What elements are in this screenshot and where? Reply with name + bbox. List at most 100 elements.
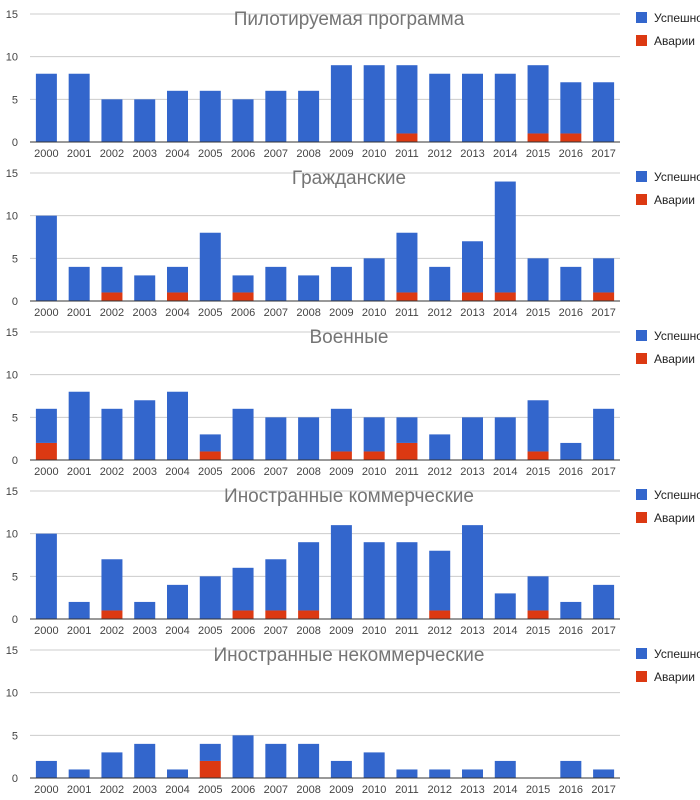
bar-failure [429,610,451,619]
bar-success [593,769,615,778]
x-tick-label: 2013 [460,307,484,318]
y-tick-label: 0 [12,773,18,785]
legend-label: Успешно [654,170,700,184]
y-tick-label: 15 [6,645,18,657]
bar-success [560,82,582,134]
x-tick-label: 2003 [132,466,156,477]
bar-success [101,266,123,293]
x-tick-label: 2010 [362,307,386,318]
bar-success [593,258,615,293]
x-tick-label: 2004 [165,307,189,318]
x-tick-label: 2016 [559,148,583,159]
bar-success [134,601,156,619]
x-tick-label: 2012 [427,466,451,477]
x-tick-label: 2011 [395,466,419,477]
chart-panel-foreign-commercial: 0 5 10 15 Иностранные коммерческие 2000 2001 20… [0,477,700,636]
y-tick-label: 0 [12,296,18,308]
x-tick-label: 2001 [67,148,91,159]
bar-failure [560,133,582,142]
bar-success [134,400,156,460]
x-tick-label: 2017 [591,784,615,796]
legend-swatch-failure [636,194,647,205]
x-tick-label: 2009 [329,466,353,477]
bar-success [232,735,254,778]
x-tick-label: 2001 [67,307,91,318]
y-tick-label: 10 [6,370,18,382]
bar-success [265,417,287,460]
chart-svg-manned: 0 5 10 15 Пилотируемая программа 2000 2001 2002… [6,9,700,159]
bar-success [494,181,516,293]
bar-success [593,408,615,460]
x-tick-label: 2017 [591,466,615,477]
bar-success [68,769,90,778]
x-tick-label: 2013 [460,148,484,159]
x-tick-label: 2005 [198,307,222,318]
bar-success [593,584,615,619]
legend-swatch-failure [636,35,647,46]
x-tick-label: 2013 [460,784,484,796]
x-tick-label: 2003 [132,148,156,159]
x-tick-label: 2010 [362,784,386,796]
x-tick-label: 2002 [100,625,124,636]
bar-success [527,576,549,611]
x-tick-label: 2008 [296,625,320,636]
bar-success [494,417,516,460]
bar-success [232,99,254,142]
bar-failure [101,292,123,301]
bar-failure [232,610,254,619]
x-tick-label: 2008 [296,307,320,318]
bar-success [560,442,582,460]
x-tick-label: 2000 [34,466,58,477]
legend-label: Аварии [654,34,695,48]
bar-success [134,99,156,142]
x-tick-label: 2000 [34,784,58,796]
x-tick-label: 2014 [493,784,517,796]
chart-title: Военные [309,327,388,348]
bar-failure [35,442,57,460]
x-tick-label: 2003 [132,625,156,636]
x-tick-label: 2014 [493,625,517,636]
bar-success [68,73,90,142]
bar-success [199,90,221,142]
x-tick-label: 2006 [231,466,255,477]
bar-success [462,73,483,142]
x-tick-label: 2013 [460,625,484,636]
bar-failure [199,451,221,460]
x-tick-label: 2000 [34,148,58,159]
bar-failure [298,610,320,619]
x-tick-label: 2012 [427,148,451,159]
bar-success [560,266,582,301]
chart-title: Иностранные некоммерческие [214,645,485,666]
bar-success [265,90,287,142]
bar-success [330,760,352,778]
bar-success [330,408,352,452]
bar-success [101,559,123,611]
x-tick-label: 2007 [264,466,288,477]
y-tick-label: 0 [12,455,18,467]
x-tick-label: 2006 [231,625,255,636]
x-tick-label: 2016 [559,466,583,477]
x-tick-label: 2003 [132,784,156,796]
x-tick-label: 2001 [67,784,91,796]
bar-success [35,533,57,619]
chart-panel-military: 0 5 10 15 Военные 2000 2001 2002 2003 2004 2005 200… [0,318,700,477]
x-tick-label: 2015 [526,625,550,636]
legend-label: Аварии [654,511,695,525]
bar-success [167,90,188,142]
legend-label: Аварии [654,193,695,207]
bar-success [462,241,483,293]
bar-success [68,266,90,301]
chart-title: Пилотируемая программа [234,9,465,30]
bar-success [396,65,418,134]
bar-success [527,258,549,301]
legend-swatch-success [636,330,647,341]
bar-success [462,769,483,778]
bar-success [298,90,320,142]
bar-success [265,559,287,611]
bar-failure [363,451,385,460]
y-tick-label: 5 [12,253,18,265]
bar-success [199,232,221,301]
x-tick-label: 2014 [493,466,517,477]
y-tick-label: 15 [6,9,18,21]
x-tick-label: 2016 [559,307,583,318]
